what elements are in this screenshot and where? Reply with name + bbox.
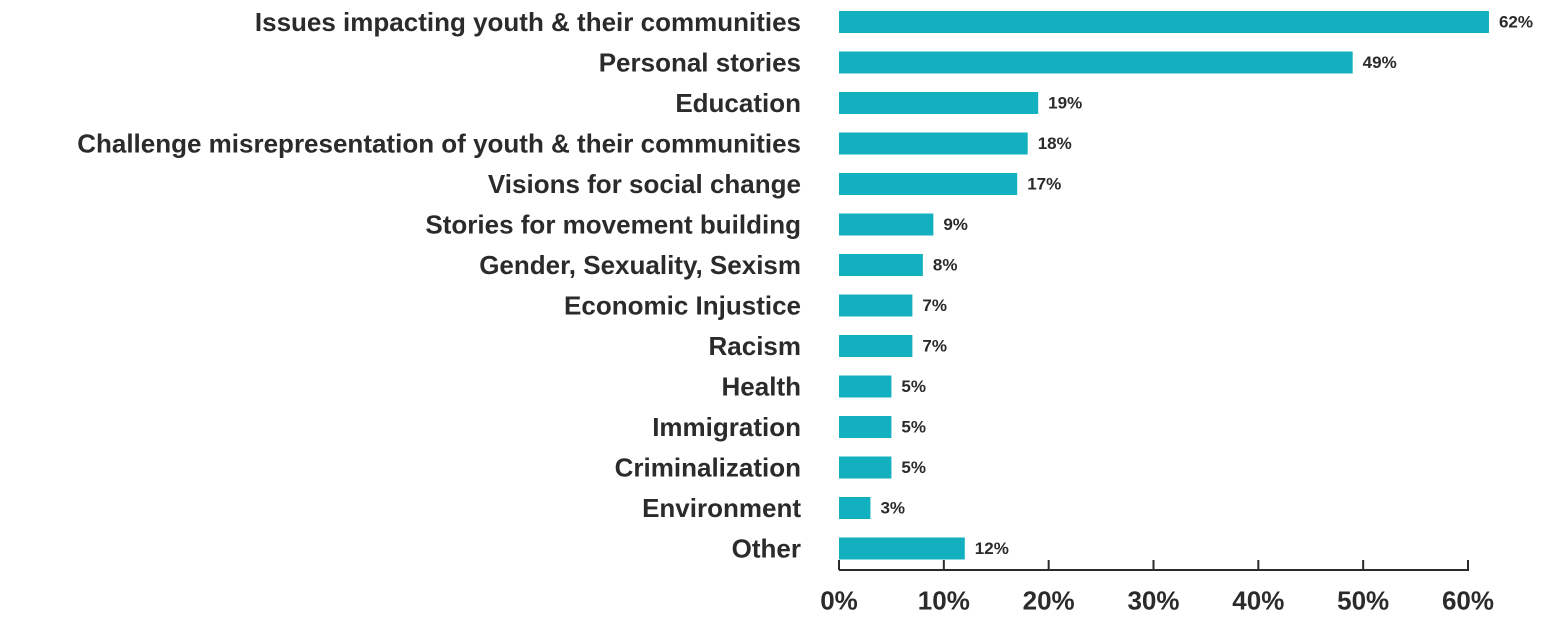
bar xyxy=(839,294,913,317)
value-label: 19% xyxy=(1048,94,1082,113)
value-label: 7% xyxy=(922,296,947,315)
x-tick-label: 50% xyxy=(1337,586,1389,616)
category-label: Immigration xyxy=(652,412,801,442)
x-tick-label: 60% xyxy=(1442,586,1494,616)
x-axis: 0% 10% 20% 30% 40% 50% 60% xyxy=(820,560,1494,616)
value-label: 17% xyxy=(1027,175,1061,194)
bar xyxy=(839,497,871,519)
value-label: 12% xyxy=(975,539,1009,558)
bar xyxy=(839,11,1489,33)
value-label: 5% xyxy=(901,458,926,477)
category-label: Other xyxy=(732,534,801,564)
value-labels: 62% 49% 19% 18% 17% 9% 8% 7% 7% 5% 5% 5% 3% 12% xyxy=(880,13,1533,559)
value-label: 7% xyxy=(922,337,947,356)
bar xyxy=(839,254,923,276)
value-label: 8% xyxy=(933,256,958,275)
bar xyxy=(839,335,913,357)
x-tick-label: 0% xyxy=(820,586,858,616)
category-label: Economic Injustice xyxy=(564,291,801,321)
category-label: Environment xyxy=(642,493,801,523)
category-label: Personal stories xyxy=(599,48,801,78)
category-label: Challenge misrepresentation of youth & t… xyxy=(77,129,801,159)
x-tick-label: 40% xyxy=(1232,586,1284,616)
bar xyxy=(839,456,892,479)
x-tick-label: 20% xyxy=(1023,586,1075,616)
category-label: Health xyxy=(722,372,801,402)
bar xyxy=(839,537,965,560)
bars xyxy=(839,11,1489,560)
value-label: 18% xyxy=(1038,134,1072,153)
value-label: 3% xyxy=(880,499,905,518)
bar xyxy=(839,173,1018,195)
bar xyxy=(839,51,1353,74)
bar xyxy=(839,132,1028,155)
x-tick-label: 10% xyxy=(918,586,970,616)
category-label: Racism xyxy=(709,331,802,361)
category-label: Criminalization xyxy=(615,453,801,483)
x-tick-label: 30% xyxy=(1127,586,1179,616)
bar xyxy=(839,375,892,398)
bar xyxy=(839,92,1039,114)
value-label: 5% xyxy=(901,377,926,396)
category-label: Education xyxy=(675,88,801,118)
category-labels: Issues impacting youth & their communiti… xyxy=(77,7,801,564)
category-label: Visions for social change xyxy=(488,169,801,199)
category-label: Stories for movement building xyxy=(425,210,801,240)
value-label: 49% xyxy=(1363,53,1397,72)
value-label: 9% xyxy=(943,215,968,234)
value-label: 5% xyxy=(901,418,926,437)
bar xyxy=(839,213,934,236)
bar xyxy=(839,416,892,438)
category-label: Issues impacting youth & their communiti… xyxy=(255,7,801,37)
value-label: 62% xyxy=(1499,13,1533,32)
category-label: Gender, Sexuality, Sexism xyxy=(479,250,801,280)
